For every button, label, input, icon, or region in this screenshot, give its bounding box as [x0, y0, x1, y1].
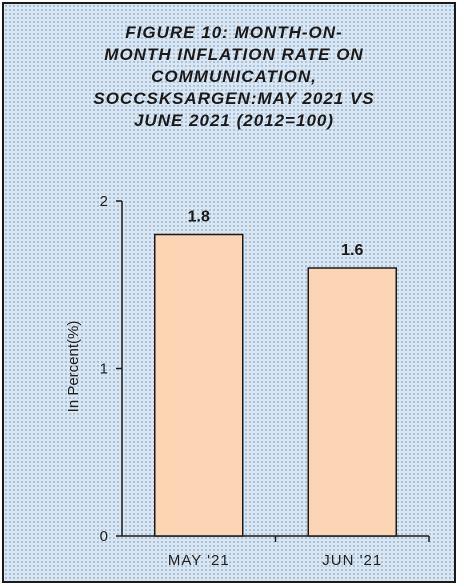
- y-tick-label: 0: [100, 528, 108, 545]
- chart-title-line: COMMUNICATION,: [151, 67, 317, 86]
- y-tick-label: 1: [100, 361, 108, 378]
- chart-title-line: FIGURE 10: MONTH-ON-: [125, 23, 343, 42]
- chart-title-line: MONTH INFLATION RATE ON: [104, 45, 364, 64]
- x-tick-label: JUN '21: [322, 552, 382, 569]
- data-label: 1.6: [341, 242, 363, 259]
- bar: [307, 267, 397, 537]
- data-label: 1.8: [188, 209, 210, 226]
- bar: [154, 233, 244, 537]
- chart-title: FIGURE 10: MONTH-ON- MONTH INFLATION RAT…: [32, 22, 436, 132]
- chart-frame: FIGURE 10: MONTH-ON- MONTH INFLATION RAT…: [2, 2, 456, 583]
- y-tick-label: 2: [100, 193, 108, 210]
- chart-title-line: JUNE 2021 (2012=100): [133, 111, 335, 130]
- bar-chart: 0 1 2 In Percent(%) 1.8 MAY '21 1.6 JUN '21: [65, 193, 430, 569]
- chart-title-line: SOCCSKSARGEN:MAY 2021 VS: [93, 89, 375, 108]
- y-axis-title: In Percent(%): [65, 321, 82, 413]
- x-tick-label: MAY '21: [168, 552, 230, 569]
